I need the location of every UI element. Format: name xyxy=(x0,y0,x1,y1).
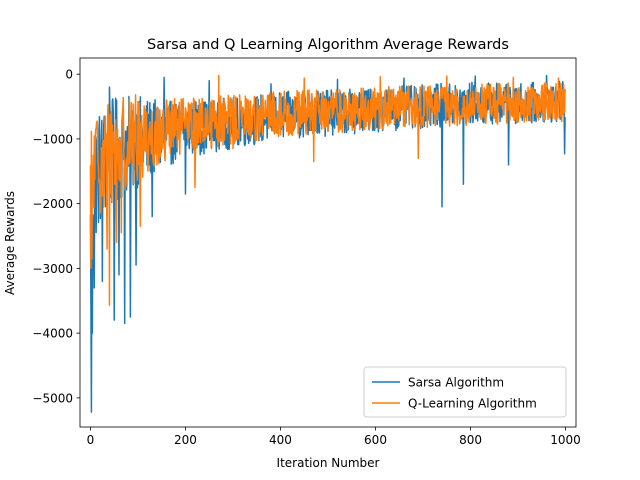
x-tick-label: 1000 xyxy=(550,433,581,447)
legend-box xyxy=(363,366,567,418)
x-tick-label: 0 xyxy=(87,433,95,447)
x-tick-label: 200 xyxy=(174,433,197,447)
y-tick-label: −5000 xyxy=(32,391,73,405)
legend-label-q-learning: Q-Learning Algorithm xyxy=(408,397,537,411)
y-tick-label: 0 xyxy=(65,68,73,82)
y-tick-label: −3000 xyxy=(32,262,73,276)
x-tick-label: 600 xyxy=(364,433,387,447)
x-tick-label: 800 xyxy=(459,433,482,447)
series-line-q-learning xyxy=(89,74,566,307)
plot-area: 0 200 400 600 800 1000 0 −1000 −2000 −3000 −4000 −5… xyxy=(32,57,581,447)
x-tick-label: 400 xyxy=(269,433,292,447)
y-axis-label: Average Rewards xyxy=(3,191,17,295)
legend: Sarsa Algorithm Q-Learning Algorithm xyxy=(363,366,567,418)
axes-frame xyxy=(79,57,577,428)
y-tick-label: −1000 xyxy=(32,132,73,146)
legend-label-sarsa: Sarsa Algorithm xyxy=(408,376,504,390)
y-tick-label: −2000 xyxy=(32,197,73,211)
series-lines xyxy=(89,74,566,413)
chart-title: Sarsa and Q Learning Algorithm Average R… xyxy=(147,37,509,53)
x-axis-label: Iteration Number xyxy=(277,456,380,470)
y-tick-label: −4000 xyxy=(32,327,73,341)
